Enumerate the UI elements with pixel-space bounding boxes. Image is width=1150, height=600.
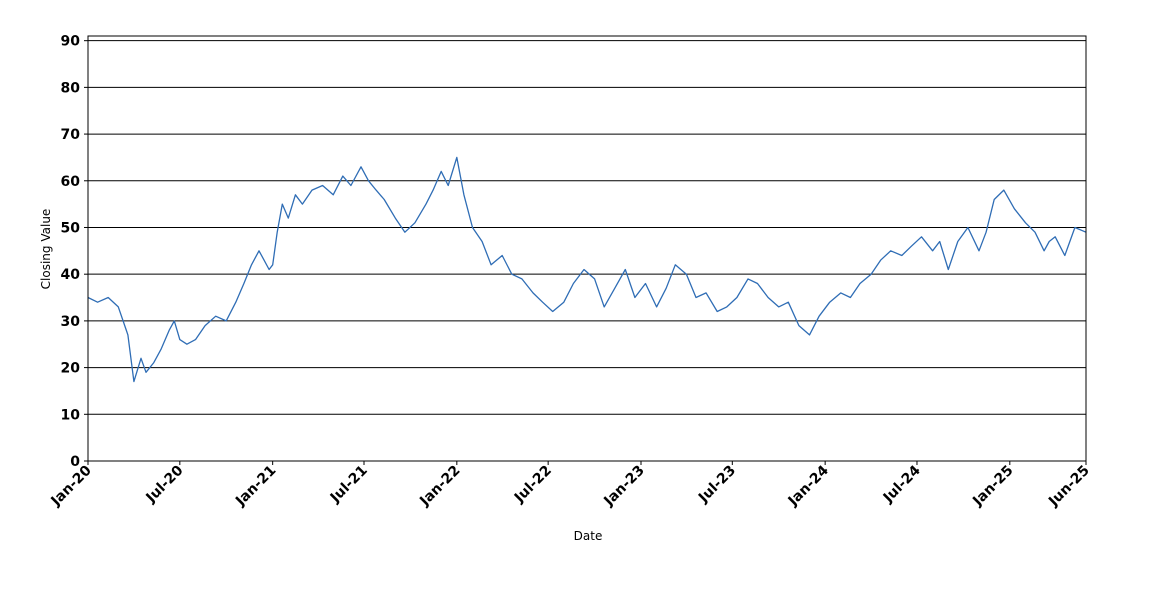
y-tick-label: 10 [61,407,81,423]
y-tick-label: 80 [61,80,81,96]
plot-background [88,36,1086,461]
y-tick-label: 20 [61,361,81,377]
y-tick-label: 40 [61,267,81,283]
y-axis-label: Closing Value [39,209,53,290]
y-axis-ticks: 0 10 20 30 40 50 60 70 80 90 [61,34,88,470]
x-tick-label: Jul-23 [695,463,739,507]
x-tick-label: Jan-24 [785,462,832,509]
series-line [87,156,1087,383]
x-tick-label: Jan-22 [416,463,463,510]
x-tick-label: Jan-25 [969,463,1016,510]
x-tick-label: Jan-21 [232,463,279,510]
x-tick-label: Jun-25 [1045,463,1093,511]
plot-frame [87,35,1087,462]
y-tick-label: 90 [61,34,81,50]
gridlines [88,40,1086,415]
x-tick-label: Jul-24 [880,462,924,506]
x-tick-label: Jul-21 [327,463,371,507]
y-tick-label: 30 [61,314,81,330]
x-axis-label: Date [574,529,603,543]
y-tick-label: 0 [70,454,80,470]
x-tick-label: Jan-23 [600,463,647,510]
y-tick-label: 50 [61,220,81,236]
y-tick-label: 60 [61,174,81,190]
x-tick-label: Jul-20 [143,462,187,506]
x-tick-label: Jul-22 [511,463,555,507]
y-tick-label: 70 [61,127,81,143]
series-group [87,156,1087,383]
x-axis-ticks: Jan-20 Jul-20 Jan-21 Jul-21 Jan-22 Jul-22 Jan-… [48,461,1093,510]
